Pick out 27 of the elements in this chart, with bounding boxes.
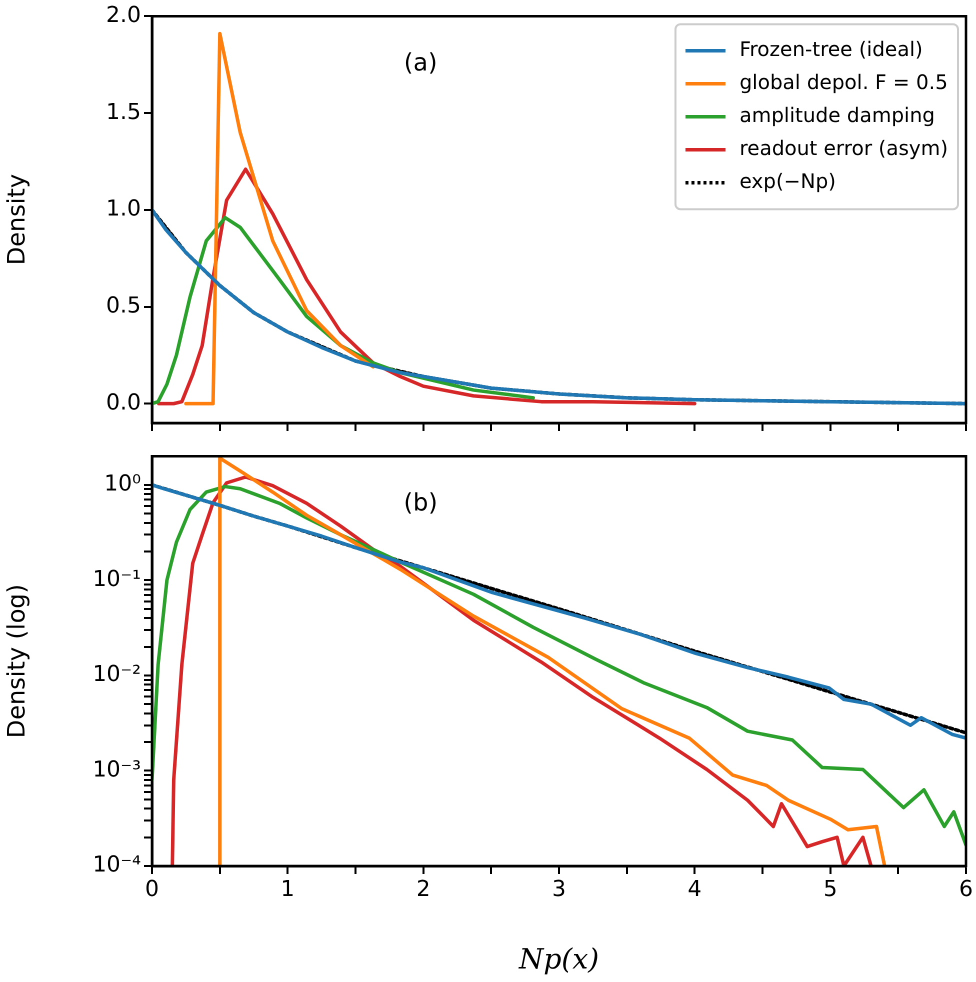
legend-label: Frozen-tree (ideal) bbox=[739, 36, 923, 61]
x-tick-label: 1 bbox=[280, 876, 295, 902]
x-axis-title: Np(x) bbox=[518, 942, 600, 976]
y-tick-label: 0.0 bbox=[106, 390, 141, 416]
y-tick-label: 10⁻¹ bbox=[92, 566, 141, 592]
legend-label: amplitude damping bbox=[739, 102, 935, 127]
legend-label: global depol. F = 0.5 bbox=[739, 70, 948, 94]
x-tick-label: 6 bbox=[959, 876, 973, 902]
legend-label: readout error (asym) bbox=[739, 136, 948, 160]
y-tick-label: 10⁰ bbox=[104, 472, 142, 497]
x-tick-label: 0 bbox=[145, 876, 159, 902]
y-tick-label: 10⁻² bbox=[92, 662, 141, 688]
y-tick-label: 1.0 bbox=[106, 196, 141, 222]
legend-label: exp(−Np) bbox=[739, 168, 836, 193]
x-tick-label: 5 bbox=[823, 876, 838, 902]
y-tick-label: 10⁻⁴ bbox=[92, 852, 142, 878]
y-tick-label: 2.0 bbox=[106, 2, 141, 28]
annotation: (b) bbox=[404, 488, 438, 516]
annotation: (a) bbox=[404, 48, 438, 76]
y-axis-title: Density bbox=[2, 174, 31, 266]
y-tick-label: 0.5 bbox=[106, 293, 141, 318]
x-tick-label: 3 bbox=[552, 876, 566, 902]
y-tick-label: 10⁻³ bbox=[92, 757, 141, 782]
x-tick-label: 2 bbox=[416, 876, 430, 902]
y-axis-title: Density (log) bbox=[2, 584, 31, 738]
x-tick-label: 4 bbox=[688, 876, 702, 902]
y-tick-label: 1.5 bbox=[106, 100, 141, 125]
